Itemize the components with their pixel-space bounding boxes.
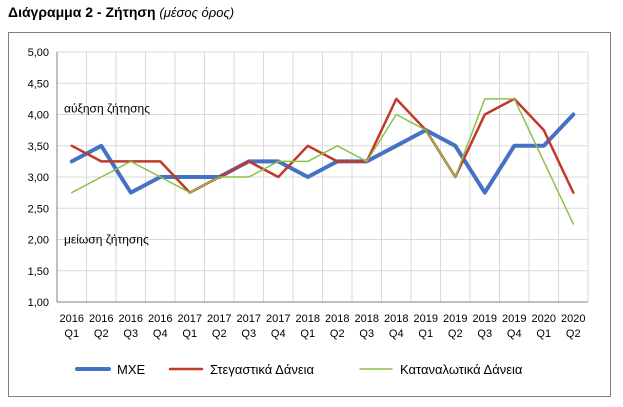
legend-label: ΜΧΕ: [117, 362, 146, 377]
x-tick-label-year: 2016: [119, 313, 143, 325]
y-tick-label: 2,50: [28, 203, 49, 215]
x-tick-label-quarter: Q3: [123, 328, 138, 340]
annotation-increase: αύξηση ζήτησης: [64, 101, 150, 115]
x-tick-label-year: 2017: [237, 313, 261, 325]
x-tick-label-quarter: Q1: [536, 328, 551, 340]
series-line-2: [71, 98, 575, 225]
x-tick-label-quarter: Q3: [359, 328, 374, 340]
y-tick-label: 3,50: [28, 141, 49, 153]
x-tick-label-quarter: Q3: [241, 328, 256, 340]
x-tick-label-year: 2018: [355, 313, 379, 325]
y-tick-label: 1,50: [28, 266, 49, 278]
x-tick-label-year: 2017: [266, 313, 290, 325]
x-tick-label-quarter: Q2: [330, 328, 345, 340]
chart-title: Διάγραμμα 2 - Ζήτηση: [8, 4, 156, 20]
x-tick-label-year: 2020: [532, 313, 556, 325]
x-tick-label-year: 2016: [148, 313, 172, 325]
y-tick-label: 2,00: [28, 235, 49, 247]
x-tick-label-quarter: Q4: [271, 328, 286, 340]
x-tick-label-year: 2017: [207, 313, 231, 325]
x-tick-label-year: 2019: [414, 313, 438, 325]
x-tick-label-year: 2018: [384, 313, 408, 325]
x-tick-label-year: 2018: [325, 313, 349, 325]
y-tick-label: 4,00: [28, 110, 49, 122]
x-tick-label-quarter: Q4: [153, 328, 168, 340]
x-tick-label-quarter: Q1: [182, 328, 197, 340]
x-tick-label-quarter: Q4: [507, 328, 522, 340]
x-tick-label-year: 2019: [443, 313, 467, 325]
legend-label: Καταναλωτικά Δάνεια: [400, 362, 523, 377]
x-tick-label-quarter: Q1: [418, 328, 433, 340]
y-tick-label: 4,50: [28, 78, 49, 90]
x-tick-label-quarter: Q2: [94, 328, 109, 340]
y-tick-label: 3,00: [28, 172, 49, 184]
x-tick-label-year: 2019: [473, 313, 497, 325]
x-tick-label-quarter: Q2: [566, 328, 581, 340]
chart-frame: [8, 32, 611, 397]
x-tick-label-year: 2016: [89, 313, 113, 325]
x-tick-label-year: 2019: [502, 313, 526, 325]
x-tick-label-year: 2016: [60, 313, 84, 325]
y-tick-label: 1,00: [28, 297, 49, 309]
series-line-0: [69, 112, 576, 195]
y-tick-label: 5,00: [28, 47, 49, 59]
legend-label: Στεγαστικά Δάνεια: [210, 362, 315, 377]
x-tick-label-year: 2017: [178, 313, 202, 325]
x-tick-label-quarter: Q2: [448, 328, 463, 340]
x-tick-label-year: 2020: [561, 313, 585, 325]
chart-subtitle: (μέσος όρος): [159, 5, 235, 20]
x-tick-label-quarter: Q3: [477, 328, 492, 340]
x-tick-label-quarter: Q1: [300, 328, 315, 340]
x-tick-label-quarter: Q4: [389, 328, 404, 340]
x-tick-label-year: 2018: [296, 313, 320, 325]
chart-title-block: Διάγραμμα 2 - Ζήτηση (μέσος όρος): [8, 4, 234, 20]
x-tick-label-quarter: Q2: [212, 328, 227, 340]
x-tick-label-quarter: Q1: [64, 328, 79, 340]
annotation-decrease: μείωση ζήτησης: [64, 233, 149, 247]
